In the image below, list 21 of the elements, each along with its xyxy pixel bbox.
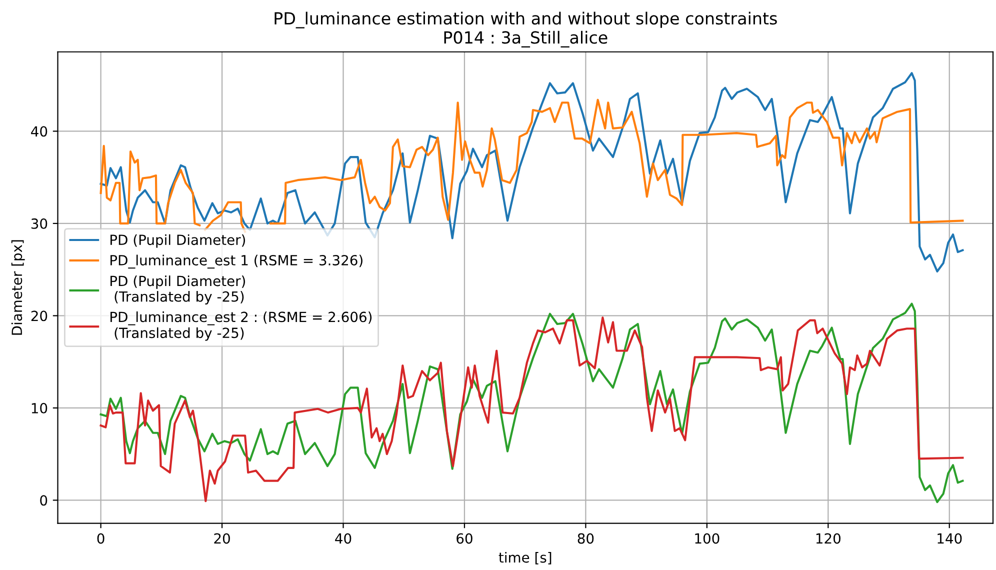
x-tick-label: 60	[456, 533, 472, 544]
y-tick-label: 10	[32, 402, 48, 414]
x-tick-label: 140	[938, 533, 962, 544]
x-tick-label: 120	[816, 533, 840, 544]
y-tick-label: 0	[40, 495, 48, 506]
x-axis-title: time [s]	[498, 552, 552, 564]
x-tick-label: 80	[578, 533, 594, 544]
x-tick-label: 100	[695, 533, 720, 544]
chart-title: PD_luminance estimation with and without slope constraints P014 : 3a_Still_alice	[274, 12, 777, 48]
legend-label: PD (Pupil Diameter) (Translated by -25)	[110, 275, 246, 304]
y-tick-label: 30	[31, 218, 48, 229]
legend-label: PD_luminance_est 1 (RSME = 3.326)	[110, 254, 362, 269]
x-tick-label: 0	[97, 533, 104, 544]
line-series	[100, 72, 964, 272]
y-axis-title: Diameter [px]	[11, 240, 25, 335]
x-tick-label: 20	[214, 533, 230, 544]
y-tick-label: 40	[31, 126, 48, 137]
legend-label: PD (Pupil Diameter)	[110, 234, 246, 248]
legend-label: PD_luminance_est 2 : (RSME = 2.606) (Translated by -25)	[110, 311, 372, 341]
x-tick-label: 40	[335, 533, 352, 544]
y-tick-label: 20	[31, 310, 48, 322]
